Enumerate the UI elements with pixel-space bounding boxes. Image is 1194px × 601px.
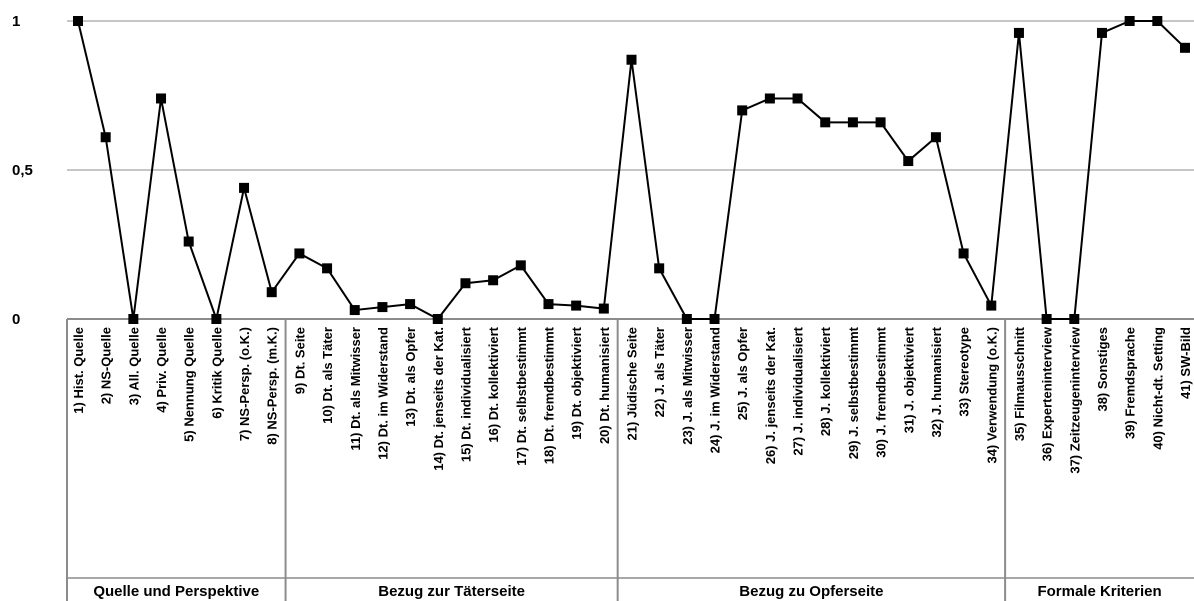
data-point	[405, 299, 416, 310]
category-label: 22) J. als Täter	[652, 327, 667, 417]
category-label: 41) SW-Bild	[1178, 327, 1193, 399]
data-point	[1124, 16, 1135, 26]
category-label: 14) Dt. jenseits der Kat.	[431, 327, 446, 471]
category-label: 3) All. Quelle	[126, 327, 141, 405]
category-label: 6) Kritik Quelle	[209, 327, 224, 419]
data-point	[903, 156, 914, 167]
data-point	[294, 248, 305, 259]
data-point	[1041, 314, 1052, 324]
data-point	[986, 300, 997, 311]
category-label: 27) J. individualisiert	[791, 326, 806, 455]
category-label: 32) J. humanisiert	[929, 326, 944, 437]
data-point	[183, 236, 194, 247]
data-point	[239, 182, 250, 193]
group-label: Quelle und Perspektive	[93, 583, 259, 600]
data-point	[1069, 314, 1080, 324]
data-point	[156, 93, 167, 104]
category-label: 15) Dt. individualisiert	[458, 326, 473, 462]
category-label: 18) Dt. fremdbestimmt	[541, 326, 556, 464]
data-point	[958, 248, 969, 259]
category-label: 24) J. im Widerstand	[708, 327, 723, 453]
data-point	[266, 287, 277, 298]
category-label: 9) Dt. Seite	[292, 327, 307, 394]
data-point	[488, 275, 499, 286]
data-point	[322, 263, 333, 274]
data-point	[654, 263, 665, 274]
data-point	[709, 314, 720, 324]
category-label: 7) NS-Persp. (o.K.)	[237, 327, 252, 441]
data-point	[764, 93, 775, 104]
group-label: Bezug zu Opferseite	[739, 583, 883, 600]
category-axis	[66, 318, 1194, 601]
category-label: 13) Dt. als Opfer	[403, 327, 418, 427]
category-label: 1) Hist. Quelle	[71, 327, 86, 414]
category-label: 33) Stereotype	[957, 327, 972, 417]
category-label: 17) Dt. selbstbestimmt	[514, 326, 529, 465]
data-point	[515, 260, 526, 271]
data-point	[460, 278, 471, 289]
category-label: 23) J. als Mitwisser	[680, 327, 695, 445]
data-point	[875, 117, 886, 128]
data-point	[598, 303, 609, 314]
data-point	[543, 299, 554, 310]
category-label: 37) Zeitzeugeninterview	[1067, 326, 1082, 474]
data-point	[1096, 27, 1107, 38]
category-label: 20) Dt. humanisiert	[597, 326, 612, 444]
category-label: 8) NS-Persp. (m.K.)	[265, 327, 280, 445]
data-point	[626, 54, 637, 65]
plot-area	[73, 16, 1190, 324]
category-label: 19) Dt. objektiviert	[569, 326, 584, 439]
data-point	[737, 105, 748, 116]
category-label: 10) Dt. als Täter	[320, 327, 335, 424]
category-label: 30) J. fremdbestimmt	[874, 326, 889, 457]
group-labels: Quelle und Perspektive Bezug zur Tätersei…	[93, 583, 1161, 600]
category-label: 16) Dt. kollektiviert	[486, 326, 501, 442]
gridlines	[67, 20, 1194, 171]
category-label: 34) Verwendung (o.K.)	[984, 327, 999, 464]
category-label: 11) Dt. als Mitwisser	[348, 327, 363, 451]
category-label: 21) Jüdische Seite	[625, 327, 640, 440]
category-label: 25) J. als Opfer	[735, 327, 750, 420]
category-label: 38) Sonstiges	[1095, 327, 1110, 412]
category-labels: 1) Hist. Quelle 2) NS-Quelle 3) All. Quell…	[71, 326, 1193, 474]
y-tick-label: 0	[12, 311, 20, 328]
category-label: 2) NS-Quelle	[99, 327, 114, 404]
category-label: 40) Nicht-dt. Setting	[1150, 327, 1165, 450]
data-point	[930, 132, 941, 143]
category-label: 29) J. selbstbestimmt	[846, 326, 861, 459]
y-tick-label: 1	[12, 13, 20, 30]
data-point	[1013, 27, 1024, 38]
data-point	[349, 305, 360, 316]
data-point	[571, 300, 582, 311]
category-label: 36) Experteninterview	[1040, 326, 1055, 461]
group-label: Formale Kriterien	[1037, 583, 1161, 600]
category-label: 28) J. kollektiviert	[818, 326, 833, 436]
data-point	[432, 314, 443, 324]
category-label: 31) J. objektiviert	[901, 326, 916, 433]
category-label: 35) Filmausschnitt	[1012, 326, 1027, 441]
data-point	[128, 314, 139, 324]
data-point	[681, 314, 692, 324]
category-label: 5) Nennung Quelle	[182, 327, 197, 442]
data-point	[820, 117, 831, 128]
data-point	[792, 93, 803, 104]
group-label: Bezug zur Täterseite	[378, 583, 525, 600]
data-point	[73, 16, 83, 26]
data-point	[100, 132, 111, 143]
data-point	[847, 117, 858, 128]
data-point	[1152, 16, 1163, 26]
data-point	[211, 314, 222, 324]
y-tick-labels: 00,51	[12, 13, 33, 328]
category-label: 26) J. jenseits der Kat.	[763, 327, 778, 464]
category-label: 4) Priv. Quelle	[154, 327, 169, 413]
data-point	[377, 302, 388, 313]
category-label: 39) Fremdsprache	[1123, 327, 1138, 439]
category-label: 12) Dt. im Widerstand	[375, 327, 390, 460]
y-tick-label: 0,5	[12, 162, 33, 179]
data-point	[1180, 42, 1190, 53]
